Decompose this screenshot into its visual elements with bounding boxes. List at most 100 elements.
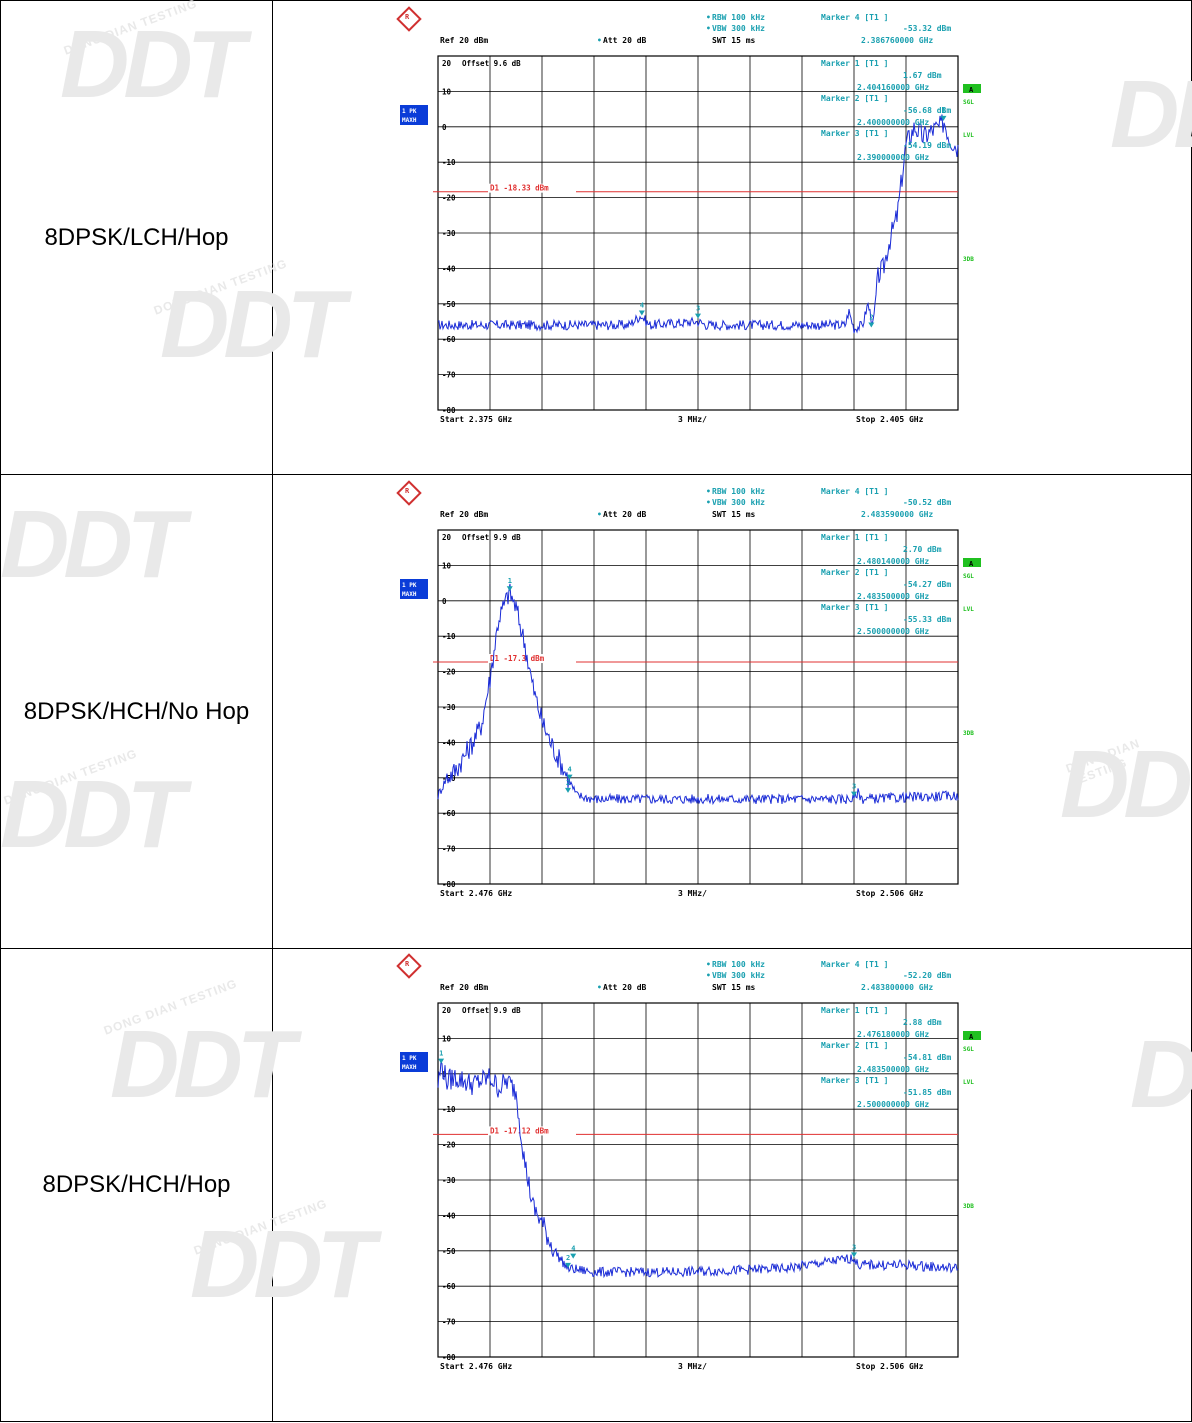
y-tick-label: 20 <box>442 1006 452 1015</box>
y-tick-label: 20 <box>442 533 452 542</box>
marker-triangle-icon <box>570 1253 577 1259</box>
attenuation-label: Att 20 dB <box>603 36 647 45</box>
mode-label: 8DPSK/HCH/No Hop <box>23 697 250 725</box>
marker-box-title: Marker 3 [T1 ] <box>821 603 888 612</box>
y-tick-label: -40 <box>442 1211 456 1220</box>
mode-label: 8DPSK/LCH/Hop <box>44 223 229 251</box>
marker-box-title: Marker 1 [T1 ] <box>821 1006 888 1015</box>
analyzer-logo-letter: R <box>405 960 410 968</box>
marker-box-frequency: 2.500000000 GHz <box>857 1100 929 1109</box>
vbw-label: VBW 300 kHz <box>712 24 765 33</box>
rbw-bullet-icon: • <box>706 487 711 496</box>
plot-cell: R RBW 100 kHz VBW 300 kHz SWT 15 ms Ref 20 d… <box>272 948 1192 1422</box>
y-tick-label: -60 <box>442 1282 456 1291</box>
y-tick-label: 10 <box>442 1034 452 1043</box>
rbw-label: RBW 100 kHz <box>712 960 765 969</box>
y-tick-label: -70 <box>442 844 456 853</box>
marker-triangle-icon <box>566 774 573 780</box>
marker-box-title: Marker 1 [T1 ] <box>821 59 888 68</box>
analyzer-logo-icon <box>396 5 422 32</box>
y-tick-label: -10 <box>442 632 456 641</box>
marker4-frequency: 2.483800000 GHz <box>861 983 933 992</box>
y-tick-label: -10 <box>442 1105 456 1114</box>
marker-box-frequency: 2.483500000 GHz <box>857 1065 929 1074</box>
trigger-badge-label: A <box>969 560 974 568</box>
y-tick-label: -80 <box>442 880 456 889</box>
span-per-division-label: 3 MHz/ <box>678 1362 707 1371</box>
start-frequency-label: Start 2.476 GHz <box>440 1362 512 1371</box>
rbw-bullet-icon: • <box>706 13 711 22</box>
table-row: 8DPSK/HCH/No Hop R RBW 100 kHz VBW 300 kHz… <box>0 474 1192 949</box>
vbw-bullet-icon: • <box>706 971 711 980</box>
marker-number: 1 <box>439 1050 443 1058</box>
marker-triangle-icon <box>565 787 571 793</box>
marker-number: 3 <box>852 1243 856 1251</box>
spectrum-trace <box>437 583 959 805</box>
y-tick-label: 20 <box>442 59 452 68</box>
vbw-bullet-icon: • <box>706 498 711 507</box>
display-line-label-bg <box>488 653 576 663</box>
marker4-level: -53.32 dBm <box>903 24 951 33</box>
swt-label: SWT 15 ms <box>712 36 756 45</box>
marker-triangle-icon <box>695 313 701 319</box>
marker-box-title: Marker 2 [T1 ] <box>821 1041 888 1050</box>
marker-box-title: Marker 1 [T1 ] <box>821 533 888 542</box>
stop-frequency-label: Stop 2.405 GHz <box>856 415 924 424</box>
marker-triangle-icon <box>851 1252 857 1258</box>
trigger-badge-label: A <box>969 86 974 94</box>
marker-triangle-icon <box>868 321 875 327</box>
vbw-label: VBW 300 kHz <box>712 498 765 507</box>
marker-box-level: -54.81 dBm <box>903 1053 951 1062</box>
rbw-label: RBW 100 kHz <box>712 13 765 22</box>
vbw-label: VBW 300 kHz <box>712 971 765 980</box>
trace-mode-line1: 1 PK <box>402 1055 417 1062</box>
marker-number: 1 <box>941 106 945 114</box>
mode-label: 8DPSK/HCH/Hop <box>42 1171 231 1198</box>
spectrum-trace <box>437 113 959 334</box>
spectrum-trace <box>437 1061 959 1279</box>
sgl-label: SGL <box>963 1046 974 1053</box>
y-tick-label: -20 <box>442 667 456 676</box>
start-frequency-label: Start 2.476 GHz <box>440 889 512 898</box>
stop-frequency-label: Stop 2.506 GHz <box>856 1362 924 1371</box>
y-tick-label: 0 <box>442 596 447 605</box>
y-tick-label: -70 <box>442 1318 456 1327</box>
marker-triangle-icon <box>438 1058 445 1064</box>
marker-box-title: Marker 2 [T1 ] <box>821 94 888 103</box>
trigger-badge-label: A <box>969 1033 974 1041</box>
offset-label: Offset 9.6 dB <box>462 59 521 68</box>
trace-mode-line2: MAXH <box>402 591 417 598</box>
marker-number: 4 <box>571 1245 575 1253</box>
y-tick-label: 0 <box>442 122 447 131</box>
y-tick-label: -50 <box>442 299 456 308</box>
y-tick-label: -70 <box>442 370 456 379</box>
y-tick-label: -60 <box>442 809 456 818</box>
y-tick-label: -40 <box>442 264 456 273</box>
marker-box-frequency: 2.476180000 GHz <box>857 1030 929 1039</box>
marker-number: 3 <box>852 782 856 790</box>
marker-box-level: -56.68 dBm <box>903 106 951 115</box>
marker-triangle-icon <box>940 115 947 121</box>
ref-level-label: Ref 20 dBm <box>440 983 488 992</box>
marker-number: 1 <box>508 577 512 585</box>
mode-label-cell: 8DPSK/HCH/Hop <box>0 948 273 1422</box>
mode-label-cell: 8DPSK/LCH/Hop <box>0 0 273 475</box>
marker-box-frequency: 2.500000000 GHz <box>857 627 929 636</box>
marker-box-title: Marker 3 [T1 ] <box>821 129 888 138</box>
y-tick-label: -80 <box>442 1353 456 1362</box>
marker-number: 2 <box>566 778 570 786</box>
marker-number: 3 <box>696 304 700 312</box>
3db-label: 3DB <box>963 1203 974 1210</box>
marker-box-frequency: 2.390000000 GHz <box>857 153 929 162</box>
ref-level-label: Ref 20 dBm <box>440 36 488 45</box>
att-bullet-icon: • <box>597 36 602 45</box>
swt-label: SWT 15 ms <box>712 510 756 519</box>
plot-cell: R RBW 100 kHz VBW 300 kHz SWT 15 ms Ref 20 d… <box>272 0 1192 475</box>
stop-frequency-label: Stop 2.506 GHz <box>856 889 924 898</box>
rbw-bullet-icon: • <box>706 960 711 969</box>
y-tick-label: -20 <box>442 193 456 202</box>
lvl-label: LVL <box>963 606 974 613</box>
rbw-label: RBW 100 kHz <box>712 487 765 496</box>
y-tick-label: 10 <box>442 561 452 570</box>
